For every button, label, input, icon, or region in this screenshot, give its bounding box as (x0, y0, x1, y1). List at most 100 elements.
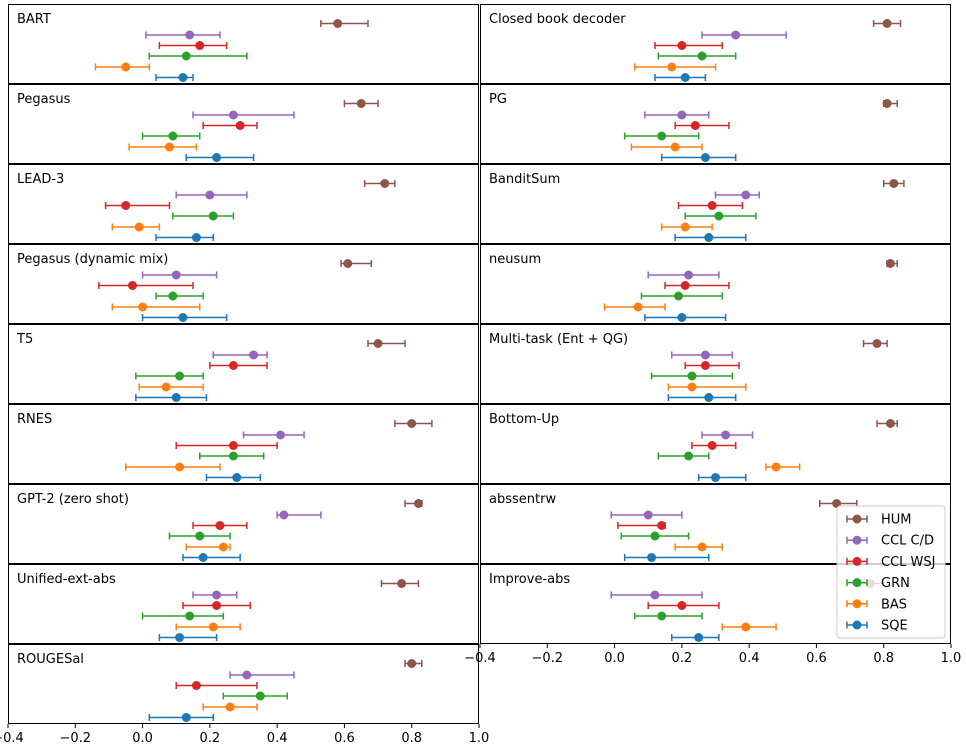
data-point-ccl-wsj (707, 201, 717, 210)
data-point-sqe (647, 553, 657, 562)
data-point-bas (667, 62, 677, 72)
data-point-bas (771, 462, 781, 472)
data-point-bas (161, 382, 171, 392)
errorbar-ccl-wsj (182, 601, 251, 610)
errorbar-grn (222, 691, 288, 701)
panel-frame (480, 404, 951, 484)
errorbar-bas (111, 302, 201, 312)
data-point-ccl-c-d (677, 110, 687, 120)
data-point-sqe (191, 233, 201, 242)
data-point-ccl-c-d (242, 670, 252, 680)
x-axis-right: −0.4 −0.2 0.0 0.2 0.4 0.6 0.8 1.0 (464, 644, 961, 666)
data-point-ccl-wsj (121, 201, 131, 210)
data-point-ccl-wsj (127, 281, 137, 290)
data-point-bas (697, 542, 707, 552)
legend: HUM CCL C/D CCL WSJ GRN BAS SQE (836, 505, 946, 639)
errorbar-bas (721, 622, 777, 632)
panel-t5: T5 (8, 324, 479, 404)
legend-marker (852, 514, 862, 524)
data-point-ccl-wsj (677, 41, 687, 50)
data-point-ccl-wsj (680, 281, 690, 290)
errorbar-ccl-wsj (677, 201, 744, 210)
panel-pg: PG (480, 84, 951, 164)
errorbar-ccl-c-d (276, 510, 322, 520)
panel-lead-3: LEAD-3 (8, 164, 479, 244)
errorbar-bas (125, 462, 221, 472)
errorbar-sqe (674, 233, 747, 242)
x-tick-label: 1.0 (941, 651, 962, 666)
data-point-ccl-c-d (249, 350, 259, 360)
data-point-sqe (677, 313, 687, 322)
data-point-hum (343, 259, 353, 268)
data-point-hum (413, 499, 423, 508)
legend-label: CCL C/D (881, 534, 934, 549)
errorbar-bas (765, 462, 801, 472)
data-point-grn (684, 451, 694, 461)
errorbar-sqe (185, 153, 255, 162)
panel-title: Multi-task (Ent + QG) (489, 332, 628, 347)
data-point-grn (657, 611, 667, 621)
panel-title: Closed book decoder (489, 12, 626, 27)
errorbar-ccl-c-d (701, 30, 787, 40)
errorbar-sqe (697, 473, 747, 482)
data-point-sqe (700, 153, 710, 162)
legend-label: CCL WSJ (881, 555, 935, 570)
errorbar-bas (660, 222, 713, 232)
data-point-bas (138, 302, 148, 312)
errorbar-ccl-wsj (684, 361, 740, 370)
panel-frame (8, 164, 479, 244)
errorbar-bas (175, 622, 241, 632)
panel-title: T5 (16, 332, 33, 347)
data-point-hum (882, 19, 892, 28)
data-point-grn (657, 131, 667, 141)
data-point-ccl-wsj (235, 121, 245, 130)
panel-title: Bottom-Up (489, 412, 559, 427)
errorbar-hum (862, 339, 888, 348)
panel-closed-book-decoder: Closed book decoder (480, 4, 951, 84)
errorbar-bas (603, 302, 666, 312)
panel-rougesal: ROUGESal (8, 644, 479, 724)
data-point-bas (134, 222, 144, 232)
legend-frame (836, 505, 946, 639)
data-point-bas (218, 542, 228, 552)
errorbar-grn (650, 371, 734, 381)
panel-title: ROUGESal (17, 652, 84, 667)
errorbar-grn (168, 531, 231, 541)
panel-frame (8, 404, 479, 484)
data-point-ccl-c-d (721, 430, 731, 440)
data-point-grn (255, 691, 265, 701)
data-point-bas (121, 62, 131, 72)
x-tick-label: 0.4 (267, 731, 288, 746)
data-point-hum (885, 419, 895, 428)
data-point-hum (333, 19, 343, 28)
data-point-bas (175, 462, 185, 472)
panel-title: Improve-abs (489, 572, 570, 587)
legend-item-grn: GRN (846, 576, 910, 591)
errorbar-grn (620, 531, 690, 541)
errorbar-hum (363, 179, 396, 188)
panel-title: PG (489, 92, 507, 107)
panel-bottom-up: Bottom-Up (480, 404, 951, 484)
data-point-ccl-c-d (228, 110, 238, 120)
data-point-bas (687, 382, 697, 392)
x-tick-label: −0.2 (531, 651, 563, 666)
data-point-grn (208, 211, 218, 221)
data-point-bas (225, 702, 235, 712)
errorbar-hum (320, 19, 369, 28)
data-point-grn (650, 531, 660, 541)
panel-banditsum: BanditSum (480, 164, 951, 244)
errorbar-sqe (182, 553, 241, 562)
errorbar-grn (640, 291, 723, 301)
data-point-bas (680, 222, 690, 232)
errorbar-ccl-wsj (674, 121, 730, 130)
panel-title: BART (17, 12, 51, 27)
errorbar-ccl-wsj (617, 521, 667, 530)
panel-frame (8, 644, 479, 724)
data-point-hum (407, 419, 417, 428)
errorbar-ccl-c-d (192, 590, 238, 600)
errorbar-ccl-c-d (647, 270, 720, 280)
data-point-hum (407, 659, 417, 668)
errorbar-bas (630, 142, 703, 152)
data-point-bas (633, 302, 643, 312)
x-tick-label: 0.6 (334, 731, 355, 746)
